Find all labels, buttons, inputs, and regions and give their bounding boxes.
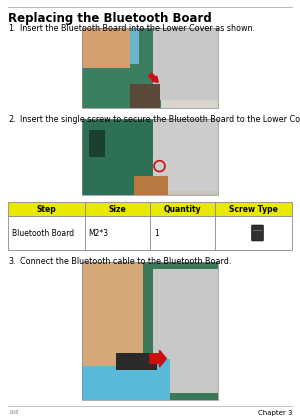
Bar xyxy=(8,202,292,216)
Bar xyxy=(82,28,218,108)
Text: Connect the Bluetooth cable to the Bluetooth Board.: Connect the Bluetooth cable to the Bluet… xyxy=(20,257,231,266)
Text: Chapter 3: Chapter 3 xyxy=(257,410,292,416)
Bar xyxy=(82,28,139,64)
Bar xyxy=(134,176,168,195)
Text: 168: 168 xyxy=(8,410,19,415)
Bar xyxy=(153,269,218,393)
Text: Insert the single screw to secure the Bluetooth Board to the Lower Cover.: Insert the single screw to secure the Bl… xyxy=(20,115,300,124)
Bar xyxy=(153,119,218,191)
FancyArrow shape xyxy=(150,350,166,367)
Bar xyxy=(89,130,105,157)
Bar xyxy=(82,28,161,108)
Bar xyxy=(82,359,170,400)
Text: Screw Type: Screw Type xyxy=(229,205,278,213)
Bar xyxy=(82,119,166,195)
Text: Insert the Bluetooth Board into the Lower Cover as shown.: Insert the Bluetooth Board into the Lowe… xyxy=(20,24,255,33)
Bar xyxy=(8,216,292,250)
Text: 3.: 3. xyxy=(8,257,16,266)
Bar xyxy=(82,119,218,195)
Text: M2*3: M2*3 xyxy=(89,228,109,237)
Bar xyxy=(82,28,218,108)
Text: Size: Size xyxy=(109,205,126,213)
Bar xyxy=(82,119,218,195)
Bar xyxy=(123,262,218,400)
Text: 1: 1 xyxy=(154,228,159,237)
Bar xyxy=(82,262,218,400)
Text: 1.: 1. xyxy=(8,24,16,33)
Bar xyxy=(82,28,218,108)
Bar xyxy=(82,262,218,400)
FancyArrow shape xyxy=(148,73,158,82)
Bar xyxy=(116,353,157,370)
Text: 2.: 2. xyxy=(8,115,16,124)
Text: Bluetooth Board: Bluetooth Board xyxy=(12,228,74,237)
Bar xyxy=(82,262,143,365)
Bar xyxy=(130,84,160,108)
Bar xyxy=(153,28,218,100)
Bar xyxy=(82,119,218,195)
Text: Quantity: Quantity xyxy=(164,205,202,213)
Text: Replacing the Bluetooth Board: Replacing the Bluetooth Board xyxy=(8,12,212,25)
Text: Step: Step xyxy=(37,205,56,213)
Bar xyxy=(82,28,130,68)
FancyBboxPatch shape xyxy=(251,225,263,241)
Bar xyxy=(82,262,218,400)
